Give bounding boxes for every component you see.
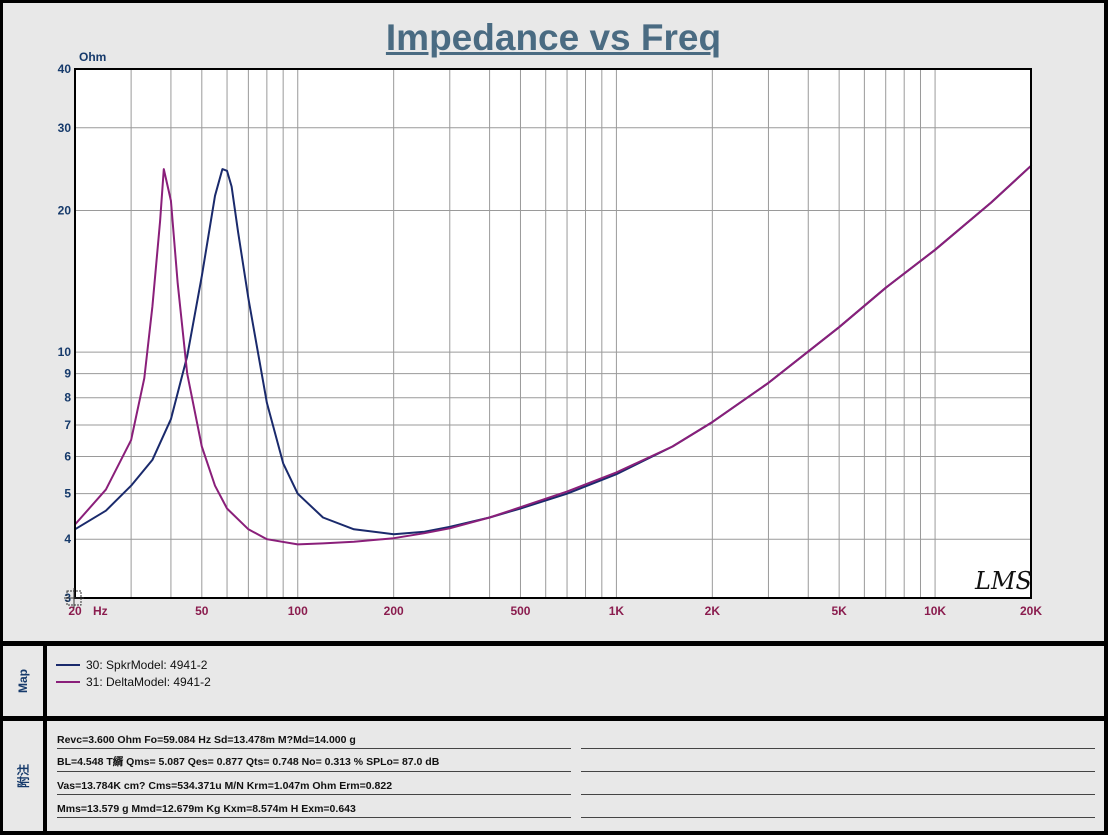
notes-label: 附注	[16, 763, 31, 789]
x-unit-label: Hz	[93, 604, 108, 618]
y-tick-label: 9	[64, 367, 71, 381]
x-tick-label: 20	[68, 604, 82, 618]
note-underline	[57, 794, 571, 795]
plot-area	[75, 69, 1031, 598]
x-tick-label: 200	[384, 604, 404, 618]
map-label: Map	[16, 669, 30, 693]
x-tick-label: 2K	[705, 604, 721, 618]
y-tick-label: 7	[64, 418, 71, 432]
y-tick-label: 4	[64, 532, 71, 546]
x-tick-labels: 20 50 100 200 500 1K 2K 5K 10K 20K	[68, 604, 1042, 618]
map-side-strip: Map	[3, 646, 47, 716]
crosshair-icon	[64, 588, 84, 608]
y-tick-label: 30	[58, 121, 72, 135]
y-tick-label: 40	[58, 62, 72, 76]
note-underline	[581, 771, 1095, 772]
x-tick-label: 20K	[1020, 604, 1042, 618]
plot-frame	[74, 68, 1032, 599]
y-tick-label: 6	[64, 449, 71, 463]
note-underline	[581, 817, 1095, 818]
note-text: Vas=13.784K cm? Cms=534.371u M/N Krm=1.0…	[57, 780, 393, 792]
map-panel: Map 30: SpkrModel: 4941-2 31: DeltaModel…	[3, 646, 1104, 716]
note-underline	[581, 748, 1095, 749]
y-tick-label: 10	[58, 345, 72, 359]
note-underline	[57, 771, 571, 772]
notes-side-strip: 附注	[3, 721, 47, 831]
legend-swatch	[56, 681, 80, 683]
legend-swatch	[56, 664, 80, 666]
note-text: Revc=3.600 Ohm Fo=59.084 Hz Sd=13.478m M…	[57, 734, 356, 746]
x-tick-label: 100	[288, 604, 308, 618]
chart-panel: 3 4 5 6 7 8 9 10 20 30 40 20 50 100 200 500 1K 2K 5K 10K 20…	[3, 3, 1104, 641]
legend-label: 30: SpkrModel: 4941-2	[86, 658, 208, 672]
x-tick-label: 5K	[831, 604, 847, 618]
note-underline	[57, 817, 571, 818]
note-underline	[57, 748, 571, 749]
legend-item-spkrmodel[interactable]: 30: SpkrModel: 4941-2	[56, 657, 207, 673]
x-tick-label: 10K	[924, 604, 946, 618]
y-tick-label: 5	[64, 487, 71, 501]
legend-item-deltamodel[interactable]: 31: DeltaModel: 4941-2	[56, 674, 211, 690]
note-text: BL=4.548 T縃 Qms= 5.087 Qes= 0.877 Qts= 0…	[57, 756, 440, 768]
grid	[75, 69, 1031, 598]
note-row: Vas=13.784K cm? Cms=534.371u M/N Krm=1.0…	[57, 777, 1097, 795]
chart-title: Impedance vs Freq	[385, 17, 722, 58]
y-tick-label: 20	[58, 204, 72, 218]
y-tick-label: 8	[64, 391, 71, 405]
note-underline	[581, 794, 1095, 795]
lms-watermark: LMS	[974, 567, 1032, 595]
note-row: Revc=3.600 Ohm Fo=59.084 Hz Sd=13.478m M…	[57, 731, 1097, 749]
notes-panel: 附注 Revc=3.600 Ohm Fo=59.084 Hz Sd=13.478…	[3, 721, 1104, 831]
note-row: BL=4.548 T縃 Qms= 5.087 Qes= 0.877 Qts= 0…	[57, 754, 1097, 772]
note-text: Mms=13.579 g Mmd=12.679m Kg Kxm=8.574m H…	[57, 803, 356, 815]
note-row: Mms=13.579 g Mmd=12.679m Kg Kxm=8.574m H…	[57, 800, 1097, 818]
series-layer	[74, 164, 1032, 546]
x-tick-label: 500	[510, 604, 530, 618]
x-tick-label: 50	[195, 604, 209, 618]
y-unit-label: Ohm	[79, 50, 106, 64]
x-tick-label: 1K	[609, 604, 625, 618]
series-line-1	[74, 164, 1032, 546]
legend-label: 31: DeltaModel: 4941-2	[86, 675, 211, 689]
